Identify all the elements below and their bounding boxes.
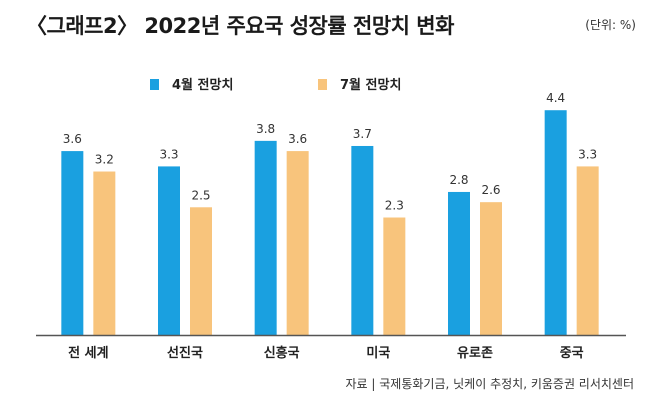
- value-label-april-3: 3.7: [353, 127, 372, 141]
- unit-label: (단위: %): [585, 18, 636, 32]
- bars-group: 3.6 3.2 3.3 2.5 3.8 3.6 3.7 2.3 2.8 2.6 4.4 3.3: [61, 91, 599, 335]
- legend-swatch-april: [150, 79, 159, 90]
- category-label-0: 전 세계: [68, 345, 108, 361]
- value-label-april-1: 3.3: [159, 147, 178, 161]
- category-label-2: 신흥국: [264, 345, 300, 361]
- value-label-july-0: 3.2: [95, 153, 114, 167]
- value-label-july-1: 2.5: [191, 188, 210, 202]
- legend: 4월 전망치 7월 전망치: [150, 77, 401, 93]
- bar-april-4: [448, 191, 470, 335]
- value-label-july-4: 2.6: [481, 183, 500, 197]
- value-label-july-3: 2.3: [385, 199, 404, 213]
- category-label-3: 미국: [366, 345, 390, 361]
- bar-april-0: [61, 151, 84, 335]
- bar-july-5: [576, 166, 599, 335]
- value-label-april-0: 3.6: [63, 132, 82, 146]
- legend-label-april: 4월 전망치: [172, 77, 233, 93]
- bar-april-2: [254, 140, 277, 335]
- legend-swatch-july: [318, 79, 327, 90]
- value-label-july-5: 3.3: [578, 147, 597, 161]
- value-label-april-5: 4.4: [546, 91, 565, 105]
- value-label-april-2: 3.8: [256, 122, 275, 136]
- bar-july-1: [190, 207, 212, 335]
- bar-july-4: [480, 202, 502, 335]
- category-label-4: 유로존: [457, 346, 493, 361]
- bar-july-0: [93, 171, 116, 335]
- bar-april-1: [158, 166, 180, 335]
- value-label-april-4: 2.8: [449, 173, 468, 187]
- chart-title: 〈그래프2〉 2022년 주요국 성장률 전망치 변화: [26, 14, 454, 38]
- bar-july-3: [383, 217, 406, 335]
- bar-april-5: [544, 110, 567, 335]
- category-label-1: 선진국: [167, 345, 203, 361]
- value-label-july-2: 3.6: [288, 132, 307, 146]
- category-labels: 전 세계 선진국 신흥국 미국 유로존 중국: [68, 345, 584, 361]
- category-label-5: 중국: [560, 346, 584, 361]
- legend-label-july: 7월 전망치: [340, 77, 401, 93]
- bar-april-3: [351, 145, 374, 335]
- source-note: 자료 | 국제통화기금, 닛케이 추정치, 키움증권 리서치센터: [345, 377, 634, 391]
- bar-july-2: [286, 151, 309, 335]
